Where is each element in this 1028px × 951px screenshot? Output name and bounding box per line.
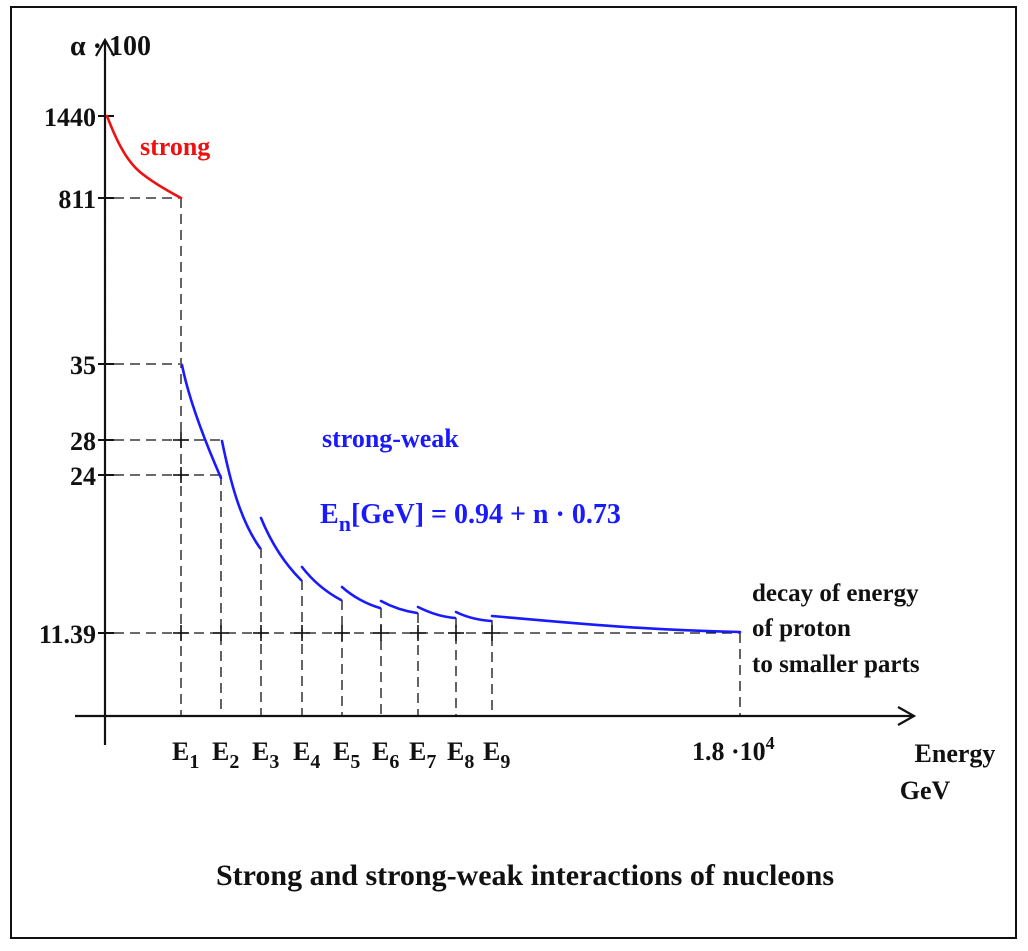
y-axis-label: α · 100 xyxy=(70,31,151,62)
y-axis-arrowhead xyxy=(95,37,115,57)
note-line-2: of proton xyxy=(752,615,851,642)
x-tick-label-e3: E3 xyxy=(252,737,279,773)
x-tick-label-e9: E9 xyxy=(483,737,510,773)
x-tick-label-e4: E4 xyxy=(293,737,320,773)
x-tick-label-e6: E6 xyxy=(372,737,399,773)
y-tick-label-1440: 1440 xyxy=(44,103,96,132)
x-axis-arrowhead xyxy=(897,706,917,726)
figure-caption: Strong and strong-weak interactions of n… xyxy=(216,859,834,892)
figure-frame xyxy=(10,6,1017,939)
x-tick-label-end: 1.8 ·104 xyxy=(692,733,775,766)
crosses xyxy=(173,432,500,641)
note-line-1: decay of energy xyxy=(752,580,919,607)
x-tick-label-e5: E5 xyxy=(333,737,360,773)
formula: En[GeV] = 0.94 + n · 0.73 xyxy=(320,499,621,536)
note-line-3: to smaller parts xyxy=(752,651,920,678)
strong-weak-curve xyxy=(180,363,742,634)
y-tick-label-28: 28 xyxy=(70,427,96,456)
x-axis-label-line1: Energy xyxy=(915,739,996,768)
x-tick-label-e1: E1 xyxy=(172,737,199,773)
y-tick-label-35: 35 xyxy=(70,351,96,380)
x-tick-label-e8: E8 xyxy=(447,737,474,773)
x-tick-label-e7: E7 xyxy=(409,737,436,773)
x-axis-label-line2: GeV xyxy=(900,776,951,805)
x-tick-label-e2: E2 xyxy=(212,737,239,773)
y-tick-label-1139: 11.39 xyxy=(39,620,96,649)
strong-weak-label: strong-weak xyxy=(322,424,459,453)
y-tick-label-811: 811 xyxy=(58,185,96,214)
strong-curve xyxy=(105,114,183,200)
y-tick-label-24: 24 xyxy=(70,462,96,491)
strong-label: strong xyxy=(140,132,210,161)
